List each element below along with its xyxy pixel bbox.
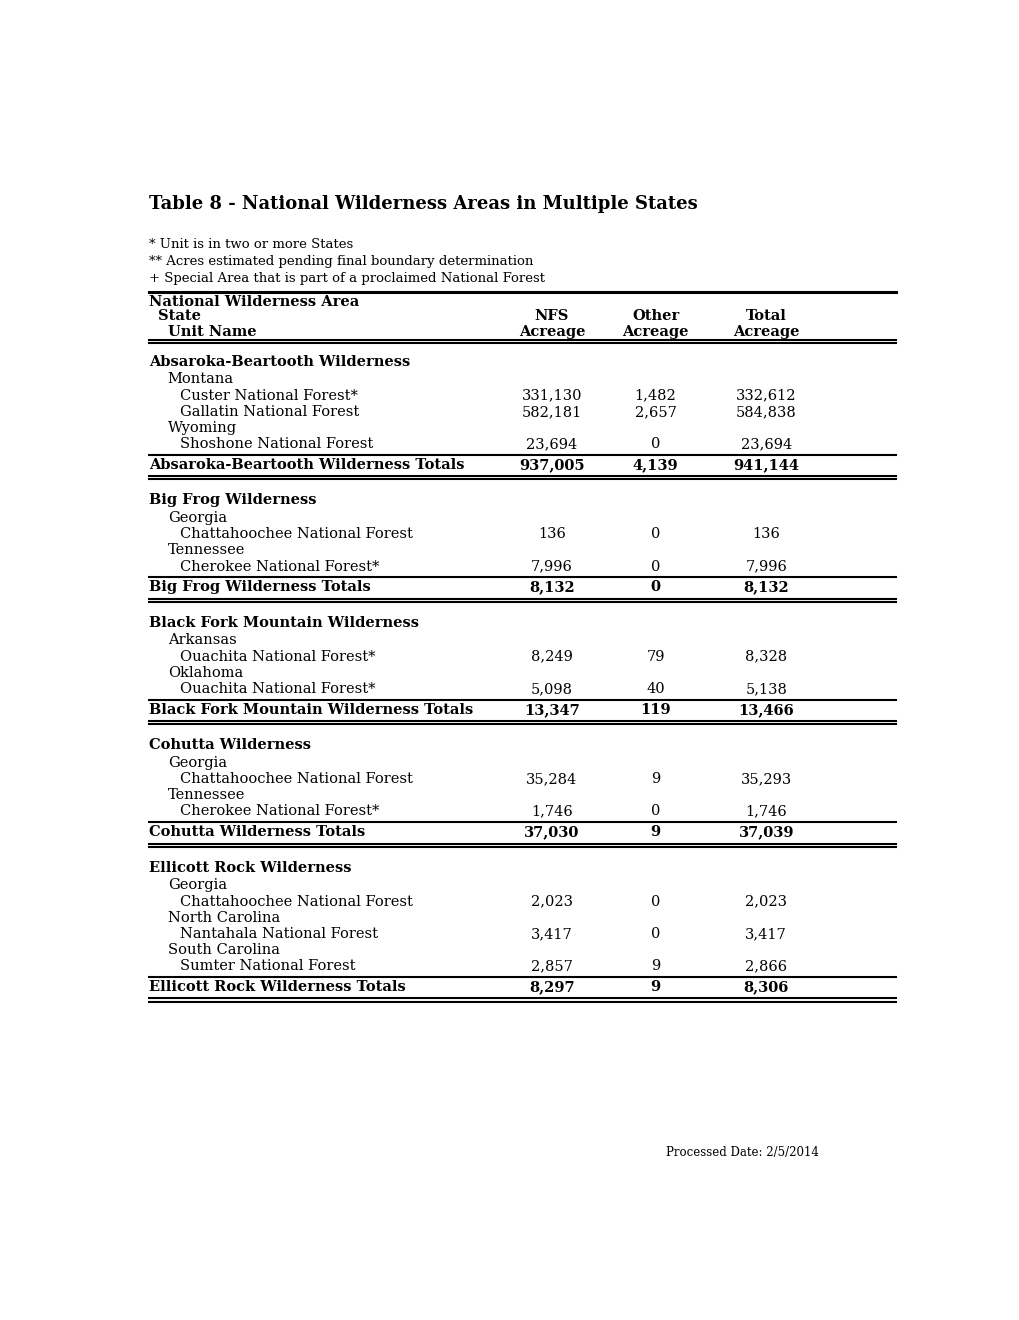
Text: Ellicott Rock Wilderness: Ellicott Rock Wilderness [149, 861, 352, 875]
Text: Tennessee: Tennessee [168, 544, 245, 557]
Text: 35,293: 35,293 [740, 772, 791, 787]
Text: 7,996: 7,996 [745, 560, 787, 574]
Text: Processed Date: 2/5/2014: Processed Date: 2/5/2014 [665, 1146, 818, 1159]
Text: 937,005: 937,005 [519, 458, 584, 473]
Text: 1,482: 1,482 [634, 388, 676, 403]
Text: 35,284: 35,284 [526, 772, 577, 787]
Text: 119: 119 [640, 702, 671, 717]
Text: Gallatin National Forest: Gallatin National Forest [180, 405, 359, 418]
Text: 13,466: 13,466 [738, 702, 794, 717]
Text: 8,328: 8,328 [745, 649, 787, 664]
Text: Other: Other [632, 309, 679, 323]
Text: Arkansas: Arkansas [168, 634, 236, 648]
Text: Absaroka-Beartooth Wilderness Totals: Absaroka-Beartooth Wilderness Totals [149, 458, 465, 473]
Text: Absaroka-Beartooth Wilderness: Absaroka-Beartooth Wilderness [149, 355, 410, 368]
Text: 0: 0 [650, 527, 659, 541]
Text: 8,297: 8,297 [529, 979, 575, 994]
Text: 9: 9 [650, 960, 659, 973]
Text: 8,249: 8,249 [531, 649, 573, 664]
Text: 4,139: 4,139 [632, 458, 678, 473]
Text: Chattahoochee National Forest: Chattahoochee National Forest [180, 772, 413, 787]
Text: Chattahoochee National Forest: Chattahoochee National Forest [180, 527, 413, 541]
Text: Ouachita National Forest*: Ouachita National Forest* [180, 682, 375, 696]
Text: 0: 0 [650, 895, 659, 908]
Text: 3,417: 3,417 [745, 927, 787, 941]
Text: 0: 0 [650, 804, 659, 818]
Text: Tennessee: Tennessee [168, 788, 245, 803]
Text: Cherokee National Forest*: Cherokee National Forest* [180, 804, 379, 818]
Text: Ellicott Rock Wilderness Totals: Ellicott Rock Wilderness Totals [149, 979, 406, 994]
Text: 584,838: 584,838 [735, 405, 796, 418]
Text: 1,746: 1,746 [745, 804, 787, 818]
Text: Montana: Montana [168, 372, 233, 387]
Text: 8,306: 8,306 [743, 979, 788, 994]
Text: 332,612: 332,612 [736, 388, 796, 403]
Text: 136: 136 [752, 527, 780, 541]
Text: 9: 9 [650, 979, 660, 994]
Text: 37,039: 37,039 [738, 825, 793, 840]
Text: South Carolina: South Carolina [168, 942, 279, 957]
Text: National Wilderness Area: National Wilderness Area [149, 294, 359, 309]
Text: 9: 9 [650, 772, 659, 787]
Text: * Unit is in two or more States: * Unit is in two or more States [149, 238, 354, 251]
Text: North Carolina: North Carolina [168, 911, 280, 925]
Text: Cohutta Wilderness Totals: Cohutta Wilderness Totals [149, 825, 365, 840]
Text: Wyoming: Wyoming [168, 421, 236, 436]
Text: 13,347: 13,347 [524, 702, 580, 717]
Text: 3,417: 3,417 [531, 927, 573, 941]
Text: Cherokee National Forest*: Cherokee National Forest* [180, 560, 379, 574]
Text: 0: 0 [650, 581, 660, 594]
Text: Georgia: Georgia [168, 756, 226, 770]
Text: Sumter National Forest: Sumter National Forest [180, 960, 356, 973]
Text: 2,657: 2,657 [634, 405, 676, 418]
Text: Georgia: Georgia [168, 511, 226, 525]
Text: 941,144: 941,144 [733, 458, 799, 473]
Text: 5,098: 5,098 [531, 682, 573, 696]
Text: ** Acres estimated pending final boundary determination: ** Acres estimated pending final boundar… [149, 255, 533, 268]
Text: + Special Area that is part of a proclaimed National Forest: + Special Area that is part of a proclai… [149, 272, 545, 285]
Text: State: State [158, 309, 202, 323]
Text: 136: 136 [538, 527, 566, 541]
Text: 7,996: 7,996 [531, 560, 573, 574]
Text: Cohutta Wilderness: Cohutta Wilderness [149, 738, 311, 752]
Text: 2,857: 2,857 [531, 960, 573, 973]
Text: 79: 79 [646, 649, 664, 664]
Text: 40: 40 [646, 682, 664, 696]
Text: Nantahala National Forest: Nantahala National Forest [180, 927, 378, 941]
Text: Big Frog Wilderness: Big Frog Wilderness [149, 494, 316, 507]
Text: Unit Name: Unit Name [168, 325, 256, 339]
Text: 582,181: 582,181 [522, 405, 582, 418]
Text: 0: 0 [650, 927, 659, 941]
Text: Georgia: Georgia [168, 878, 226, 892]
Text: 8,132: 8,132 [743, 581, 789, 594]
Text: 0: 0 [650, 560, 659, 574]
Text: 2,866: 2,866 [745, 960, 787, 973]
Text: Acreage: Acreage [733, 325, 799, 339]
Text: Black Fork Mountain Wilderness: Black Fork Mountain Wilderness [149, 615, 419, 630]
Text: 5,138: 5,138 [745, 682, 787, 696]
Text: Custer National Forest*: Custer National Forest* [180, 388, 358, 403]
Text: Ouachita National Forest*: Ouachita National Forest* [180, 649, 375, 664]
Text: Shoshone National Forest: Shoshone National Forest [180, 437, 373, 451]
Text: 1,746: 1,746 [531, 804, 573, 818]
Text: 37,030: 37,030 [524, 825, 579, 840]
Text: Table 8 - National Wilderness Areas in Multiple States: Table 8 - National Wilderness Areas in M… [149, 195, 697, 214]
Text: NFS: NFS [534, 309, 569, 323]
Text: 331,130: 331,130 [522, 388, 582, 403]
Text: Oklahoma: Oklahoma [168, 665, 243, 680]
Text: Acreage: Acreage [622, 325, 688, 339]
Text: Big Frog Wilderness Totals: Big Frog Wilderness Totals [149, 581, 371, 594]
Text: 2,023: 2,023 [531, 895, 573, 908]
Text: Black Fork Mountain Wilderness Totals: Black Fork Mountain Wilderness Totals [149, 702, 473, 717]
Text: Acreage: Acreage [519, 325, 585, 339]
Text: 9: 9 [650, 825, 660, 840]
Text: Total: Total [745, 309, 786, 323]
Text: 2,023: 2,023 [745, 895, 787, 908]
Text: 8,132: 8,132 [529, 581, 575, 594]
Text: 23,694: 23,694 [740, 437, 791, 451]
Text: Chattahoochee National Forest: Chattahoochee National Forest [180, 895, 413, 908]
Text: 0: 0 [650, 437, 659, 451]
Text: 23,694: 23,694 [526, 437, 577, 451]
